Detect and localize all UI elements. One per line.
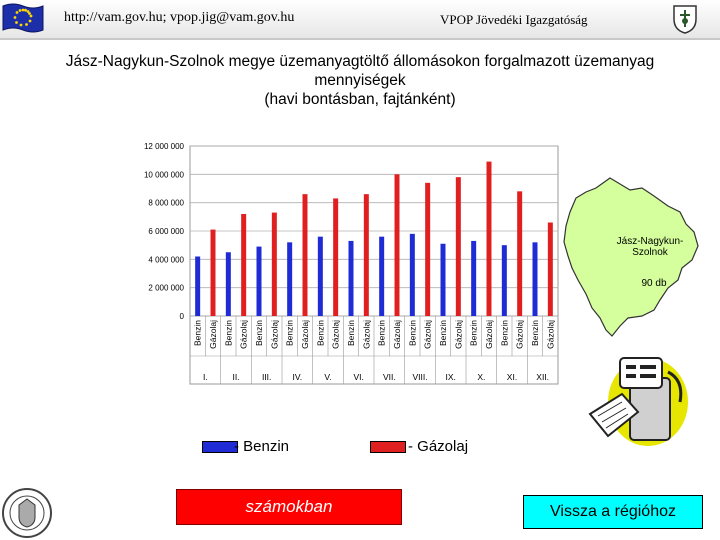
bar-type-label: Benzin	[254, 320, 264, 346]
x-category-label: II.	[232, 372, 239, 382]
bar-type-label: Gázolaj	[545, 320, 555, 349]
bar-benzin-2	[225, 252, 231, 316]
bar-gázolaj-11	[517, 191, 523, 316]
y-tick-label: 4 000 000	[148, 255, 184, 264]
title-line-1: Jász-Nagykun-Szolnok megye üzemanyagtölt…	[65, 53, 655, 70]
bar-benzin-5	[317, 236, 323, 316]
bar-benzin-7	[379, 236, 385, 316]
header-bar: http://vam.gov.hu; vpop.jig@vam.gov.hu V…	[0, 0, 720, 40]
bar-type-label: Benzin	[346, 320, 356, 346]
y-tick-label: 6 000 000	[148, 227, 184, 236]
bar-benzin-11	[501, 245, 507, 316]
seal-logo-icon	[0, 487, 54, 539]
x-category-label: IX.	[445, 372, 455, 382]
bar-benzin-6	[348, 240, 354, 316]
back-to-region-button[interactable]: Vissza a régióhoz	[523, 495, 703, 529]
bar-gázolaj-10	[486, 161, 492, 316]
bar-gázolaj-9	[455, 177, 461, 316]
contact-url[interactable]: http://vam.gov.hu; vpop.jig@vam.gov.hu	[64, 10, 295, 25]
y-tick-label: 2 000 000	[148, 284, 184, 293]
bar-type-label: Benzin	[223, 320, 233, 346]
bar-gázolaj-12	[547, 222, 553, 316]
bar-gázolaj-2	[241, 214, 247, 316]
bar-benzin-3	[256, 246, 262, 316]
x-category-label: XI.	[507, 372, 517, 382]
x-category-label: XII.	[536, 372, 549, 382]
county-map-shape	[563, 177, 699, 337]
bar-type-label: Gázolaj	[300, 320, 310, 349]
bar-benzin-1	[195, 256, 201, 316]
x-category-label: VII.	[383, 372, 396, 382]
organization-name: VPOP Jövedéki Igazgatóság	[440, 12, 588, 27]
bar-type-label: Gázolaj	[453, 320, 463, 349]
bar-type-label: Gázolaj	[331, 320, 341, 349]
map-region-name: Jász-Nagykun-Szolnok	[616, 236, 684, 258]
title-line-2: mennyiségek	[314, 72, 406, 89]
fuel-bar-chart: 12 000 000 10 000 000 8 000 000 6 000 000 4 …	[144, 142, 559, 385]
bar-gázolaj-7	[394, 174, 400, 316]
y-tick-label: 12 000 000	[144, 142, 185, 151]
fax-phone-icon	[588, 357, 688, 446]
legend-gazolaj-swatch	[370, 441, 406, 453]
bar-type-label: Gázolaj	[239, 320, 249, 349]
legend-gazolaj-label: - Gázolaj	[408, 438, 469, 455]
bar-benzin-4	[287, 242, 293, 316]
county-map: Jász-Nagykun-Szolnok 90 db	[562, 176, 702, 345]
bar-type-label: Benzin	[407, 320, 417, 346]
bar-type-label: Gázolaj	[392, 320, 402, 349]
bar-type-label: Benzin	[438, 320, 448, 346]
eu-flag-icon	[2, 3, 44, 33]
x-category-label: X.	[477, 372, 485, 382]
bar-type-label: Benzin	[285, 320, 295, 346]
x-category-label: III.	[262, 372, 271, 382]
bar-gázolaj-6	[363, 194, 369, 316]
bar-gázolaj-4	[302, 194, 308, 316]
bar-type-label: Benzin	[530, 320, 540, 346]
x-category-label: IV.	[293, 372, 303, 382]
bar-type-label: Gázolaj	[361, 320, 371, 349]
bar-type-label: Benzin	[499, 320, 509, 346]
bar-type-label: Gázolaj	[484, 320, 494, 349]
bar-gázolaj-3	[271, 212, 277, 316]
legend-benzin-swatch	[202, 441, 238, 453]
y-tick-label: 0	[180, 312, 185, 321]
crest-icon	[673, 5, 697, 34]
bar-type-label: Gázolaj	[269, 320, 279, 349]
y-tick-label: 8 000 000	[148, 199, 184, 208]
bar-type-label: Gázolaj	[208, 320, 218, 349]
bar-type-label: Benzin	[377, 320, 387, 346]
page-title: Jász-Nagykun-Szolnok megye üzemanyagtölt…	[20, 52, 700, 109]
legend-benzin-label: - Benzin	[234, 438, 290, 455]
bar-type-label: Benzin	[315, 320, 325, 346]
bar-benzin-9	[440, 243, 446, 316]
title-line-3: (havi bontásban, fajtánként)	[264, 91, 456, 108]
bar-gázolaj-5	[333, 198, 339, 316]
bar-benzin-12	[532, 242, 538, 316]
y-tick-label: 10 000 000	[144, 170, 185, 179]
bar-gázolaj-8	[425, 182, 431, 316]
bar-benzin-8	[409, 233, 415, 316]
map-station-count: 90 db	[641, 278, 667, 289]
bar-benzin-10	[471, 240, 477, 316]
bar-type-label: Benzin	[469, 320, 479, 346]
x-category-label: VI.	[353, 372, 363, 382]
bar-type-label: Gázolaj	[515, 320, 525, 349]
show-numbers-button[interactable]: számokban	[176, 489, 402, 525]
x-category-label: V.	[324, 372, 331, 382]
x-category-label: VIII.	[412, 372, 427, 382]
bar-gázolaj-1	[210, 229, 216, 316]
bar-type-label: Benzin	[193, 320, 203, 346]
x-category-label: I.	[203, 372, 208, 382]
bar-type-label: Gázolaj	[423, 320, 433, 349]
